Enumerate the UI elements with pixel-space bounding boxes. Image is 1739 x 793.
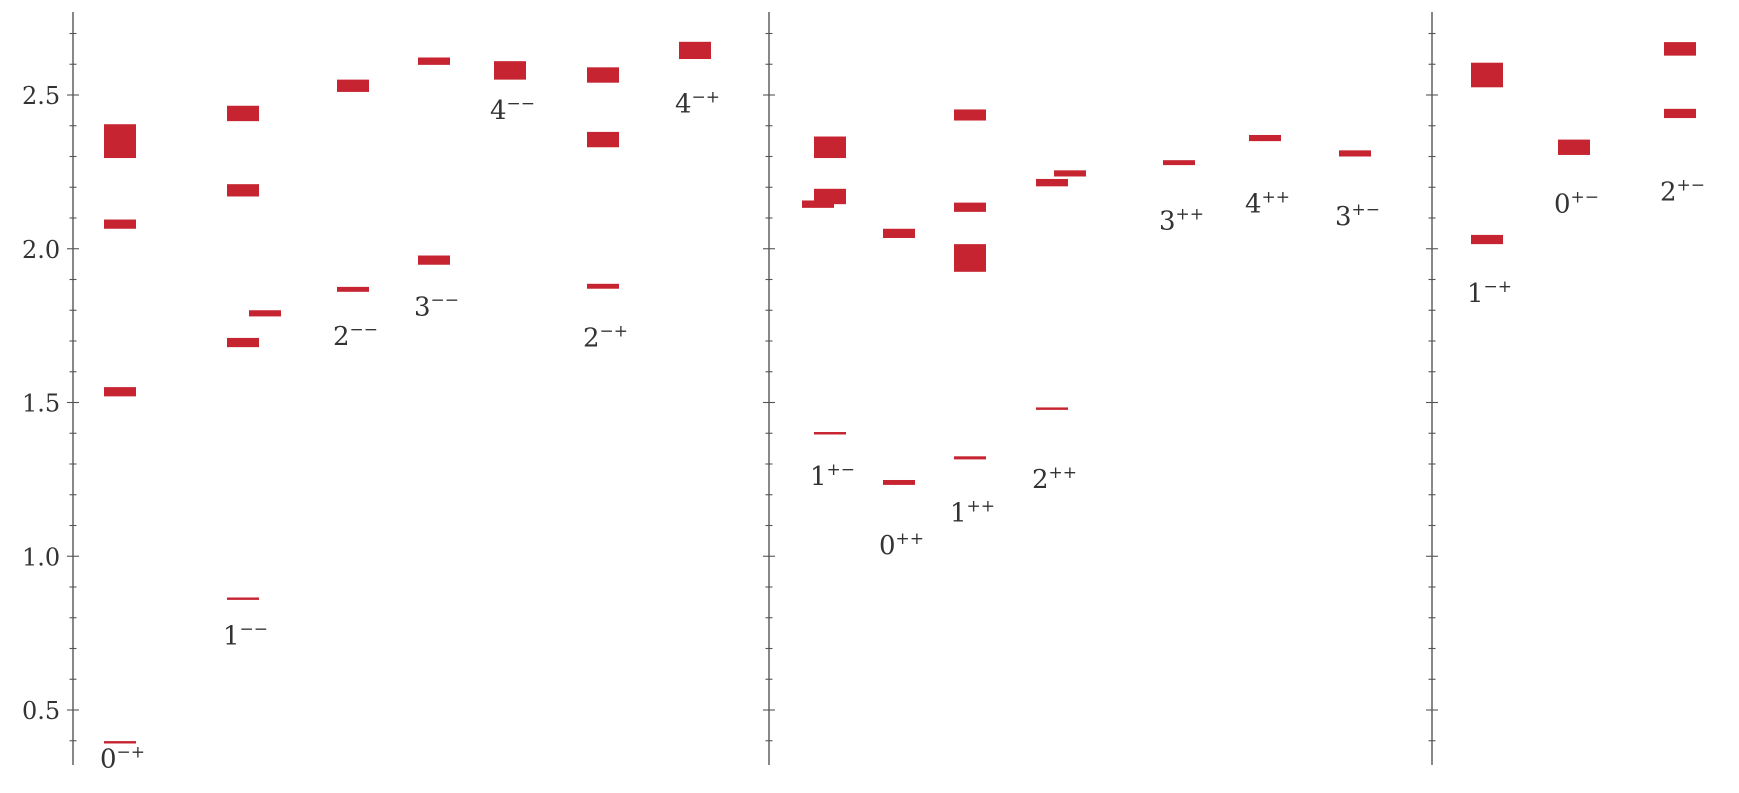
state-mark-1−+ [1471,234,1503,245]
marks-layer [104,41,1696,744]
channel-label: 1−+ [1467,277,1512,309]
channel-label: 2−+ [583,321,628,353]
y-tick-label: 2.0 [22,236,60,264]
state-mark-2−+ [587,131,619,148]
channel-label-superscript: ++ [1262,188,1291,208]
channel-label: 2+− [1660,175,1705,207]
state-mark-2++ [1036,178,1068,187]
channel-label: 2++ [1032,463,1077,495]
channel-label: 4−+ [675,88,720,120]
state-mark-3−− [418,255,450,265]
y-tick-label: 2.5 [22,82,60,110]
channel-label: 1−− [223,620,268,652]
channel-label: 0++ [879,529,924,561]
state-mark-1+− [814,432,846,435]
channel-label-superscript: +− [827,460,856,480]
channel-label-superscript: −+ [117,743,146,763]
channel-label-superscript: +− [1352,200,1381,220]
channel-label-superscript: −+ [1484,277,1513,297]
state-mark-1−− [227,597,259,600]
state-mark-1−+ [1471,62,1503,88]
state-mark-2−+ [587,67,619,83]
channel-label: 0−+ [100,743,145,775]
channel-label: 3++ [1159,205,1204,237]
channel-label-superscript: −+ [692,88,721,108]
state-mark-4++ [1249,134,1281,142]
channel-label: 4−− [490,94,535,126]
state-mark-1−− [227,105,259,122]
channel-label-superscript: +− [1571,188,1600,208]
state-mark-extra [802,200,834,208]
state-mark-0−+ [104,124,136,159]
state-mark-extra [1054,170,1086,177]
state-mark-extra [249,310,281,317]
channel-label-superscript: −− [507,94,536,114]
state-mark-0+− [1558,139,1590,155]
state-mark-1−− [227,337,259,348]
channel-label: 1++ [950,497,995,529]
axes-layer [67,12,1438,765]
y-tick-label: 1.0 [22,543,60,571]
channel-label-superscript: −− [240,620,269,640]
state-mark-0−+ [104,741,136,744]
channel-label-superscript: ++ [967,497,996,517]
state-mark-1+− [814,136,846,159]
y-tick-label: 1.5 [22,390,60,418]
channel-label-superscript: ++ [1176,205,1205,225]
state-mark-2−+ [587,283,619,289]
state-mark-1++ [954,456,986,460]
channel-label: 2−− [333,320,378,352]
state-mark-0−+ [104,219,136,229]
channel-label-superscript: −− [350,320,379,340]
state-mark-4−+ [679,41,711,60]
state-mark-0++ [883,479,915,485]
labels-layer: 0.5 1.0 1.5 2.0 2.5 0−+ 1−− 2−− 3−− 4−− 2−+ 4−+ 1+− 0… [22,82,1705,775]
channel-label-superscript: +− [1677,175,1706,195]
state-mark-1++ [954,244,986,272]
state-mark-3+− [1339,150,1371,157]
channel-label: 3+− [1335,200,1380,232]
channel-label: 3−− [414,291,459,323]
state-mark-0−+ [104,387,136,397]
state-mark-2−− [337,286,369,292]
state-mark-2++ [1036,407,1068,410]
channel-label-superscript: ++ [1049,463,1078,483]
channel-label: 4++ [1245,188,1290,220]
state-mark-2+− [1664,108,1696,119]
channel-label-superscript: −− [431,291,460,311]
state-mark-2−− [337,79,369,92]
channel-label: 0+− [1554,188,1599,220]
state-mark-1++ [954,202,986,212]
state-mark-0++ [883,228,915,238]
y-tick-label: 0.5 [22,697,60,725]
channel-label: 1+− [810,460,855,492]
state-mark-2+− [1664,42,1696,56]
state-mark-1++ [954,109,986,121]
channel-label-superscript: −+ [600,321,629,341]
state-mark-1+− [814,188,846,205]
state-mark-4−− [494,61,526,80]
state-mark-1−− [227,184,259,197]
channel-label-superscript: ++ [896,529,925,549]
state-mark-3−− [418,57,450,65]
state-mark-3++ [1163,160,1195,166]
